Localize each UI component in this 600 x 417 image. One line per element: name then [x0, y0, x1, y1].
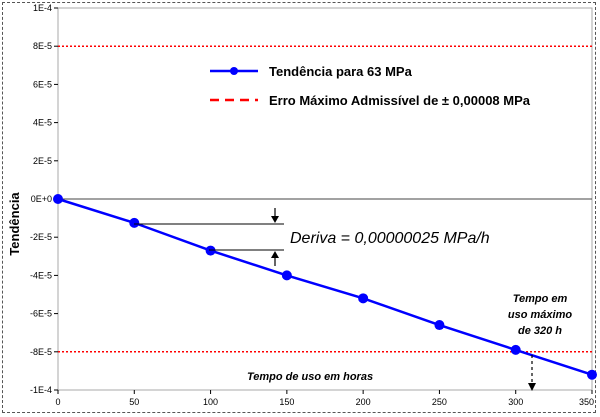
legend: Tendência para 63 MPa Erro Máximo Admiss… [210, 64, 531, 108]
y-tick-label: -6E-5 [30, 309, 52, 319]
x-tick-label: 350 [579, 397, 594, 407]
y-tick-label: 1E-4 [33, 3, 52, 13]
y-tick-label: 6E-5 [33, 79, 52, 89]
data-point [129, 217, 140, 228]
y-tick-label: 4E-5 [33, 118, 52, 128]
y-tick-label: 8E-5 [33, 41, 52, 51]
max-time-annotation: Tempo em uso máximo de 320 h [508, 293, 572, 391]
x-tick-label: 300 [508, 397, 523, 407]
x-tick-label: 200 [356, 397, 371, 407]
reference-lines [58, 45, 592, 353]
x-tick-label: 100 [203, 397, 218, 407]
y-tick-label: 2E-5 [33, 156, 52, 166]
x-tick-label: 250 [432, 397, 447, 407]
y-tick-label: -1E-4 [30, 385, 52, 395]
series-group [53, 194, 597, 380]
data-point [587, 369, 597, 380]
series-line [57, 197, 593, 376]
y-tick-label: 0E+0 [31, 194, 52, 204]
max-time-label-1: Tempo em [513, 293, 568, 305]
x-tick-label: 0 [55, 397, 60, 407]
y-tick-label: -2E-5 [30, 232, 52, 242]
y-tick-label: -4E-5 [30, 270, 52, 280]
x-tick-label: 50 [129, 397, 139, 407]
legend-label-error: Erro Máximo Admissível de ± 0,00008 MPa [269, 93, 531, 108]
drift-arrow-up-head [271, 251, 279, 258]
x-tick-label: 150 [279, 397, 294, 407]
y-axis-label: Tendência [7, 192, 22, 256]
data-point [358, 293, 369, 304]
drift-label: Deriva = 0,00000025 MPa/h [290, 230, 490, 247]
x-axis: 0 50 100 150 200 250 300 350 [55, 390, 594, 407]
data-point [53, 194, 63, 204]
max-time-label-2: uso máximo [508, 309, 572, 321]
drift-arrow-down-head [271, 216, 279, 223]
x-axis-label: Tempo de uso em horas [247, 371, 373, 383]
max-time-arrow-head [528, 383, 536, 391]
data-point [434, 320, 445, 331]
data-point [510, 344, 521, 355]
data-point [281, 270, 292, 281]
max-time-label-3: de 320 h [518, 325, 562, 337]
legend-marker-trend [230, 67, 238, 75]
legend-label-trend: Tendência para 63 MPa [269, 64, 413, 79]
y-tick-label: -8E-5 [30, 347, 52, 357]
chart-frame [2, 2, 596, 413]
data-point [205, 245, 216, 256]
drift-annotation: Deriva = 0,00000025 MPa/h [134, 208, 490, 266]
